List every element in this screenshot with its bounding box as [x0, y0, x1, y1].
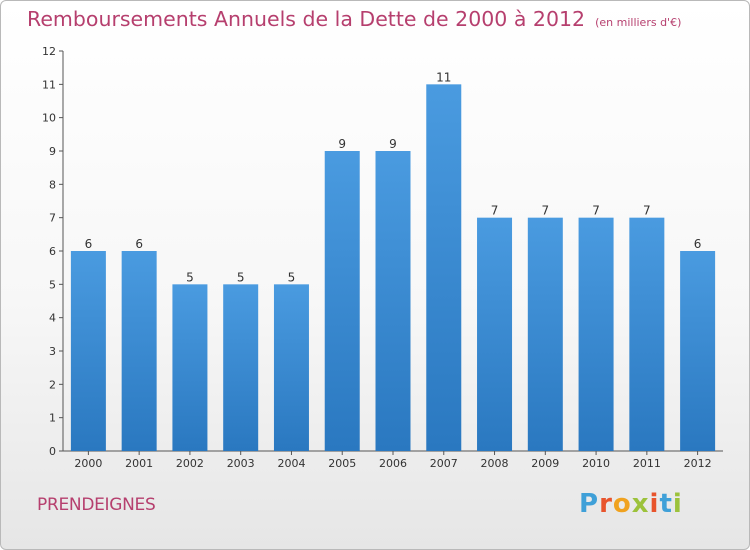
logo-letter: P	[579, 489, 600, 519]
x-tick-label: 2004	[277, 457, 305, 470]
data-label: 9	[338, 137, 346, 151]
x-tick-label: 2012	[684, 457, 712, 470]
bar	[223, 284, 259, 451]
x-tick-label: 2002	[176, 457, 204, 470]
y-tick-label: 11	[42, 78, 56, 91]
y-tick-label: 4	[49, 312, 56, 325]
data-label: 6	[135, 237, 143, 251]
x-tick-label: 2010	[582, 457, 610, 470]
x-tick-label: 2009	[531, 457, 559, 470]
x-tick-label: 2007	[430, 457, 458, 470]
logo-letter: i	[649, 489, 660, 519]
data-label: 5	[186, 270, 194, 284]
logo-letter: t	[659, 489, 673, 519]
data-label: 6	[85, 237, 93, 251]
y-tick-label: 2	[49, 378, 56, 391]
y-tick-label: 5	[49, 278, 56, 291]
x-tick-label: 2008	[481, 457, 509, 470]
data-label: 7	[541, 204, 549, 218]
proxiti-logo: Proxiti	[579, 489, 683, 519]
y-tick-label: 12	[42, 45, 56, 58]
y-tick-label: 3	[49, 345, 56, 358]
bar	[324, 151, 360, 451]
bar	[477, 217, 513, 451]
data-label: 7	[491, 204, 499, 218]
x-tick-label: 2011	[633, 457, 661, 470]
bar	[375, 151, 411, 451]
bar	[680, 251, 716, 451]
data-label: 9	[389, 137, 397, 151]
bar	[172, 284, 208, 451]
logo-letter: r	[599, 489, 613, 519]
bar	[527, 217, 563, 451]
bar	[426, 84, 462, 451]
data-label: 5	[237, 270, 245, 284]
y-tick-label: 8	[49, 178, 56, 191]
bar	[121, 251, 157, 451]
logo-letter: i	[672, 489, 683, 519]
data-label: 6	[694, 237, 702, 251]
data-label: 11	[436, 70, 451, 84]
bar	[273, 284, 309, 451]
x-tick-label: 2005	[328, 457, 356, 470]
x-tick-label: 2003	[227, 457, 255, 470]
x-tick-label: 2001	[125, 457, 153, 470]
bar	[578, 217, 614, 451]
bar	[70, 251, 106, 451]
data-label: 5	[288, 270, 296, 284]
y-tick-label: 10	[42, 112, 56, 125]
logo-letter: o	[612, 489, 632, 519]
chart-title: Remboursements Annuels de la Dette de 20…	[27, 7, 682, 31]
y-tick-label: 1	[49, 412, 56, 425]
data-label: 7	[643, 204, 651, 218]
y-tick-label: 0	[49, 445, 56, 458]
x-tick-label: 2006	[379, 457, 407, 470]
bar	[629, 217, 665, 451]
chart-subtitle: (en milliers d'€)	[595, 16, 682, 29]
x-tick-label: 2000	[74, 457, 102, 470]
y-tick-label: 9	[49, 145, 56, 158]
commune-name: PRENDEIGNES	[37, 495, 156, 515]
data-label: 7	[592, 204, 600, 218]
y-tick-label: 7	[49, 212, 56, 225]
logo-letter: x	[631, 489, 650, 519]
y-tick-label: 6	[49, 245, 56, 258]
